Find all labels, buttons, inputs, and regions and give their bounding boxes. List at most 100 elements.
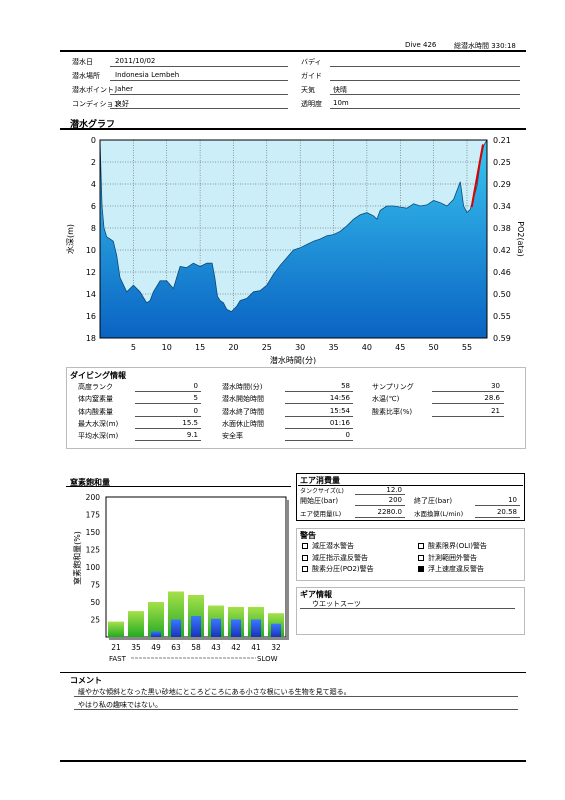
surface-rate-value: 20.58	[496, 508, 517, 516]
depth-tick-label: 10	[86, 246, 96, 255]
dive-info-label: 体内酸素量	[78, 407, 113, 416]
dive-info-label: 最大水深(m)	[78, 419, 119, 428]
slow-label: SLOW	[257, 655, 278, 663]
po2-tick-label: 0.42	[493, 246, 511, 255]
po2-tick-label: 0.38	[493, 224, 511, 233]
n2-bar-blue	[171, 619, 181, 637]
n2-tick-label: 125	[86, 546, 101, 555]
unchecked-box-icon	[302, 554, 308, 561]
po2-tick-label: 0.21	[493, 136, 511, 145]
place-label: 潜水場所	[72, 72, 100, 80]
warning-label: 酸素分圧(PO2)警告	[312, 565, 374, 573]
start-pressure-label: 開始圧(bar)	[300, 497, 339, 505]
dive-info-label: 体内窒素量	[78, 395, 113, 404]
dive-info-label: 潜水終了時間	[222, 407, 264, 416]
gear-box	[296, 587, 525, 635]
warning-label: 浮上速度違反警告	[428, 565, 484, 573]
time-tick-label: 35	[328, 343, 338, 352]
unchecked-box-icon	[418, 554, 424, 561]
time-tick-label: 10	[162, 343, 172, 352]
unchecked-box-icon	[418, 543, 424, 549]
dive-info-value: 14:56	[329, 394, 350, 403]
weather-label: 天気	[301, 86, 315, 94]
dive-info-value: 30	[491, 382, 500, 390]
n2-tick-label: 75	[90, 581, 100, 590]
date-value: 2011/10/02	[115, 57, 156, 65]
n2-category-label: 35	[131, 643, 141, 652]
warning-item: 酸素分圧(PO2)警告	[302, 564, 374, 574]
air-box	[296, 473, 525, 521]
visibility-label: 透明度	[301, 100, 322, 108]
dive-info-value: 01:16	[329, 418, 350, 427]
graph-rule	[60, 128, 526, 130]
dive-info-value: 0	[193, 406, 198, 415]
n2-bar-blue	[251, 619, 261, 637]
warnings-box	[296, 528, 525, 581]
n2-tick-label: 175	[86, 511, 101, 520]
graph-title: 潜水グラフ	[70, 120, 116, 130]
dive-info-value: 9.1	[186, 431, 198, 440]
surface-rate-label: 水面換算(L/min)	[414, 510, 464, 518]
gear-title: ギア情報	[300, 590, 332, 599]
dive-info-value: 58	[341, 382, 350, 390]
dive-info-label: 安全率	[222, 432, 243, 441]
po2-tick-label: 0.59	[493, 334, 511, 343]
depth-tick-label: 12	[86, 268, 96, 277]
po2-tick-label: 0.46	[493, 268, 511, 277]
depth-tick-label: 0	[91, 136, 96, 145]
weather-value: 快晴	[333, 86, 347, 94]
n2-plot-shadow-right	[286, 500, 289, 640]
n2-tick-label: 150	[86, 528, 101, 537]
nitrogen-chart: 25 50 75 100 125 150 175 200 21 35 49 63 58 43 42 41 32…	[72, 493, 289, 663]
warning-label: 減圧潜水警告	[312, 542, 354, 550]
depth-tick-label: 6	[91, 202, 96, 211]
warning-label: 酸素限界(OLI)警告	[428, 542, 487, 550]
tank-size-value: 12.0	[386, 486, 402, 494]
time-tick-label: 40	[362, 343, 372, 352]
time-tick-label: 30	[295, 343, 305, 352]
depth-tick-label: 16	[86, 312, 96, 321]
warning-item: 浮上速度違反警告	[418, 564, 484, 574]
start-pressure-value: 200	[388, 496, 402, 504]
depth-tick-label: 4	[91, 180, 96, 189]
depth-tick-label: 18	[86, 334, 96, 343]
dive-info-value: 5	[193, 394, 198, 403]
unchecked-box-icon	[302, 543, 308, 549]
depth-chart: 0 2 4 6 8 10 12 14 16 18 0.21 0.25 0.29 0.34 0.38 0.42…	[65, 136, 525, 365]
air-title: エア消費量	[300, 476, 340, 485]
dive-info-value: 15.5	[182, 418, 198, 427]
time-tick-label: 15	[195, 343, 205, 352]
depth-area	[100, 140, 487, 338]
condition-label: コンディション	[72, 100, 121, 108]
warning-item: 減圧潜水警告	[302, 541, 354, 551]
ascent-warning-line	[470, 144, 484, 208]
n2-bar-blue	[231, 619, 241, 637]
n2-tick-label: 50	[90, 598, 100, 607]
time-tick-label: 55	[462, 343, 472, 352]
dive-info-title: ダイビング情報	[70, 371, 126, 380]
n2-category-label: 21	[111, 643, 121, 652]
n2-bar-blue	[271, 623, 281, 637]
po2-tick-label: 0.55	[493, 312, 511, 321]
unchecked-box-icon	[302, 566, 308, 572]
n2-tick-label: 100	[86, 563, 101, 572]
dive-number: Dive 426	[405, 41, 437, 49]
dive-info-value: 15:54	[329, 406, 350, 415]
dive-info-label: 酸素比率(%)	[372, 407, 413, 416]
n2-bar-green	[148, 602, 164, 637]
place-value: Indonesia Lembeh	[115, 71, 180, 79]
comment-line-2: やはり私の趣味ではない。	[78, 701, 162, 709]
po2-axis-label: PO2(ata)	[516, 221, 525, 256]
n2-category-label: 63	[171, 643, 181, 652]
point-label: 潜水ポイント	[72, 86, 114, 94]
point-value: Jaher	[115, 85, 133, 93]
n2-category-label: 49	[151, 643, 161, 652]
depth-axis-label: 水深(m)	[65, 224, 75, 254]
guide-label: ガイド	[301, 72, 322, 80]
n2-category-label: 42	[231, 643, 241, 652]
air-used-value: 2280.0	[377, 508, 403, 516]
po2-tick-label: 0.50	[493, 290, 511, 299]
n2-bar-blue	[191, 616, 201, 637]
dive-info-label: 潜水開始時間	[222, 395, 264, 404]
checked-box-icon	[418, 566, 424, 572]
